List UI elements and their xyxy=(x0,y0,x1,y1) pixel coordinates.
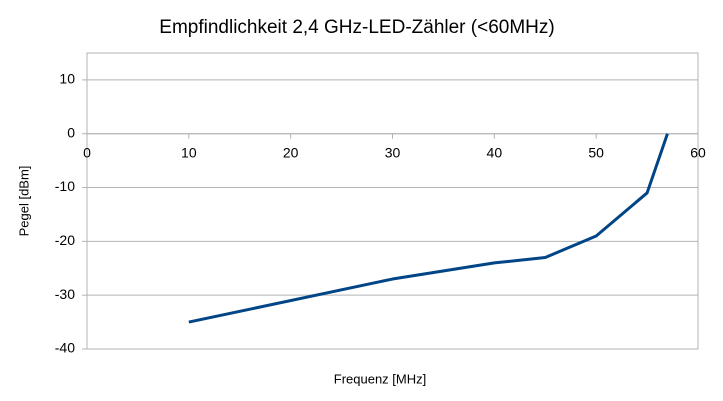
plot-border xyxy=(86,52,699,350)
y-axis-title: Pegel [dBm] xyxy=(16,166,31,237)
y-tick-label: -30 xyxy=(55,286,75,302)
x-tick-label: 50 xyxy=(588,144,604,160)
x-tick-label: 60 xyxy=(690,144,706,160)
y-tick-label: -10 xyxy=(55,178,75,194)
y-tick-label: -20 xyxy=(55,232,75,248)
chart-title: Empfindlichkeit 2,4 GHz-LED-Zähler (<60M… xyxy=(159,17,554,38)
x-tick-label: 20 xyxy=(283,144,299,160)
x-axis-title: Frequenz [MHz] xyxy=(334,371,426,386)
y-tick-label: 0 xyxy=(67,124,75,140)
y-tick-label: 10 xyxy=(59,71,75,87)
x-tick-label: 0 xyxy=(83,144,91,160)
y-tick-label: -40 xyxy=(55,340,75,356)
x-tick-label: 40 xyxy=(487,144,503,160)
data-line xyxy=(188,133,669,324)
x-tick-label: 10 xyxy=(181,144,197,160)
x-tick-label: 30 xyxy=(385,144,401,160)
